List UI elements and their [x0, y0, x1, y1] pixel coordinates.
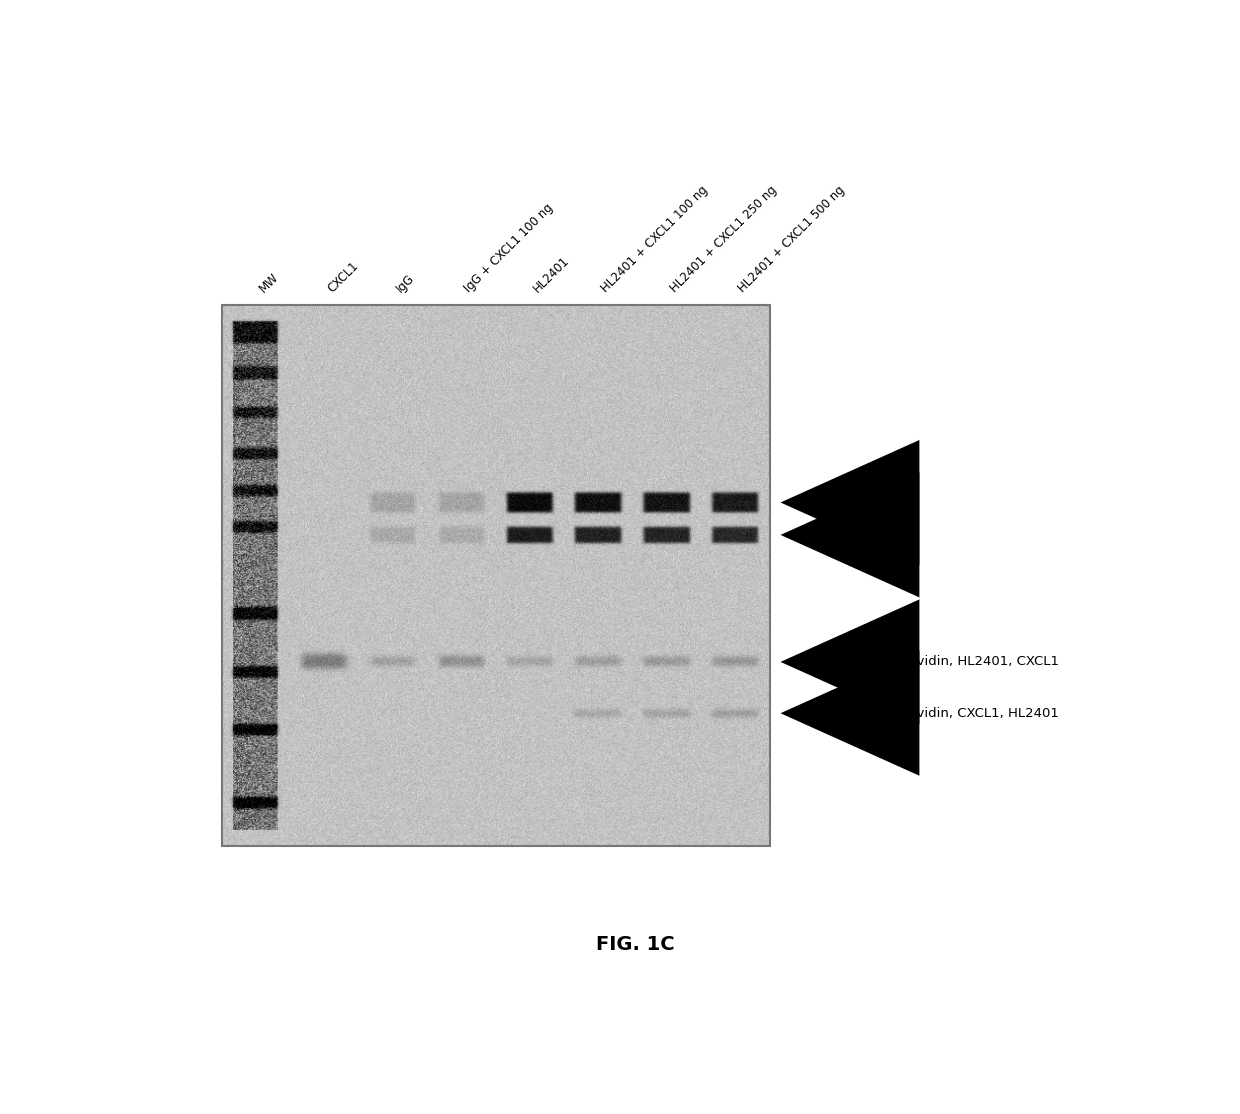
Text: FIG. 1C: FIG. 1C [596, 935, 675, 954]
Text: CXCL1: CXCL1 [325, 260, 361, 295]
Text: Band 2: HL2401: Band 2: HL2401 [812, 528, 919, 541]
Text: Band 3: Streptavidin, HL2401, CXCL1: Band 3: Streptavidin, HL2401, CXCL1 [812, 655, 1059, 668]
Text: IgG: IgG [393, 272, 417, 295]
Text: IgG + CXCL1 100 ng: IgG + CXCL1 100 ng [463, 201, 556, 295]
Text: Band 4: Streptavidin, CXCL1, HL2401: Band 4: Streptavidin, CXCL1, HL2401 [812, 706, 1059, 720]
Text: HL2401: HL2401 [531, 254, 572, 295]
Text: HL2401 + CXCL1 500 ng: HL2401 + CXCL1 500 ng [735, 184, 847, 295]
Text: HL2401 + CXCL1 100 ng: HL2401 + CXCL1 100 ng [599, 184, 711, 295]
Bar [222, 305, 770, 846]
Text: Band 1: HL2401: Band 1: HL2401 [812, 496, 919, 509]
Text: MW: MW [257, 271, 281, 295]
Text: HL2401 + CXCL1 250 ng: HL2401 + CXCL1 250 ng [667, 184, 779, 295]
